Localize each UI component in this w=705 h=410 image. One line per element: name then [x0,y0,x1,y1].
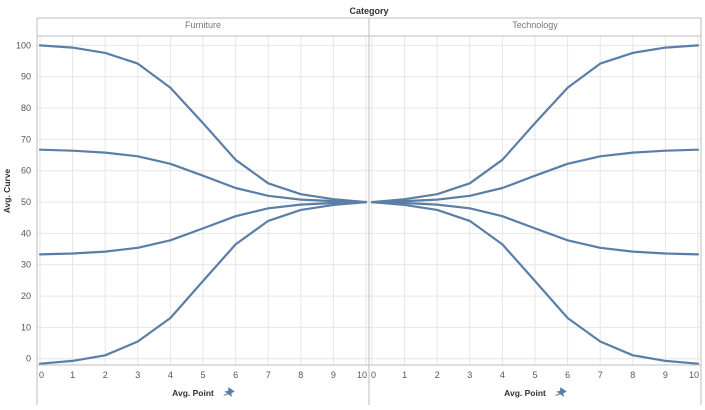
y-tick-label: 70 [21,134,31,144]
panel-header-furniture: Furniture [185,20,221,30]
y-tick-label: 20 [21,291,31,301]
x-tick-label: 2 [103,370,108,380]
y-tick-label: 100 [16,40,31,50]
x-tick-label: 5 [532,370,537,380]
x-tick-label: 1 [402,370,407,380]
x-tick-label: 3 [135,370,140,380]
x-tick-label: 0 [371,370,376,380]
series-line-furniture-1[interactable] [38,44,368,204]
x-tick-label: 1 [70,370,75,380]
y-tick-label: 40 [21,228,31,238]
series-line-technology-3[interactable] [370,201,700,256]
pin-icon[interactable] [555,387,567,399]
x-tick-label: 9 [331,370,336,380]
x-tick-label: 10 [689,370,699,380]
chart-title: Category [349,6,388,16]
pin-icon[interactable] [223,387,235,399]
y-tick-label: 10 [21,322,31,332]
y-tick-label: 80 [21,103,31,113]
x-tick-label: 3 [467,370,472,380]
x-tick-label: 8 [630,370,635,380]
x-tick-label: 7 [266,370,271,380]
series-line-furniture-4[interactable] [38,201,368,365]
series-line-technology-4[interactable] [370,201,700,365]
y-axis-title: Avg. Curve [2,168,12,213]
x-tick-label: 7 [598,370,603,380]
series-line-furniture-3[interactable] [38,201,368,256]
y-tick-label: 90 [21,72,31,82]
y-tick-label: 60 [21,166,31,176]
x-tick-label: 9 [663,370,668,380]
x-tick-label: 10 [357,370,367,380]
x-tick-label: 8 [298,370,303,380]
x-tick-label: 2 [435,370,440,380]
x-tick-label: 4 [168,370,173,380]
x-tick-label: 6 [233,370,238,380]
x-tick-label: 4 [500,370,505,380]
series-line-technology-2[interactable] [370,148,700,204]
x-tick-label: 6 [565,370,570,380]
y-tick-label: 50 [21,197,31,207]
x-tick-label: 5 [200,370,205,380]
series-line-furniture-2[interactable] [38,148,368,204]
x-axis-title: Avg. Point [172,388,214,398]
x-axis-title: Avg. Point [504,388,546,398]
y-tick-label: 0 [26,354,31,364]
series-line-technology-1[interactable] [370,44,700,204]
x-tick-label: 0 [39,370,44,380]
panel-header-technology: Technology [512,20,558,30]
y-tick-label: 30 [21,260,31,270]
